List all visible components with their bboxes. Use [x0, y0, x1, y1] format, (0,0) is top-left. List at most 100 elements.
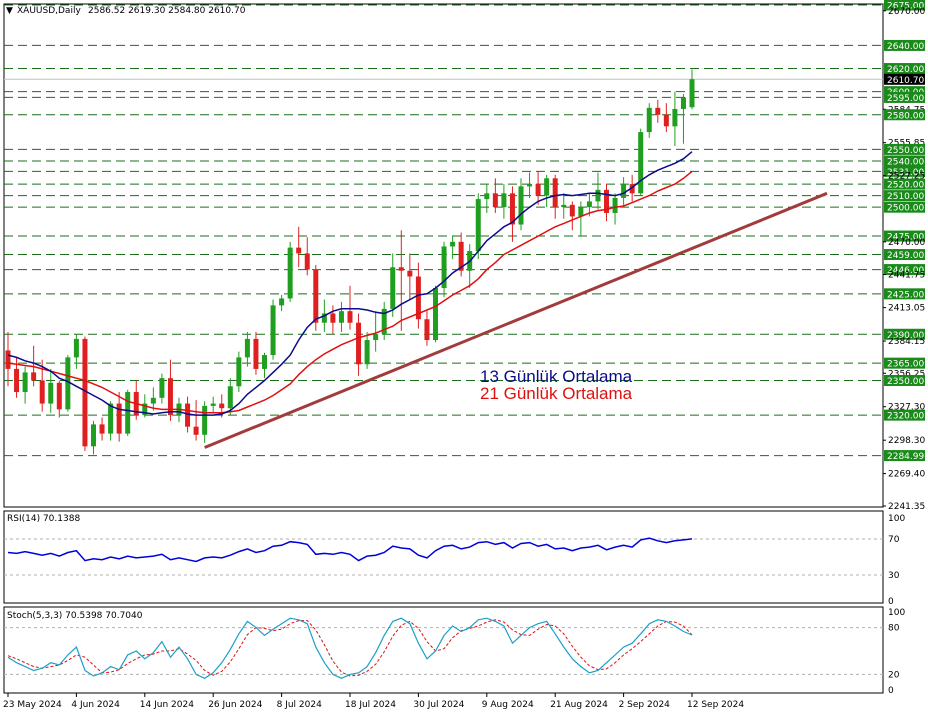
stoch-tick-label: 0: [888, 686, 894, 696]
candle: [612, 193, 618, 225]
candle: [56, 380, 62, 418]
candle: [458, 232, 464, 277]
candle-body: [356, 322, 362, 365]
candle: [441, 241, 447, 298]
level-price-box: [884, 0, 925, 11]
candle-body: [484, 193, 490, 200]
candle-body: [407, 270, 413, 277]
candle: [638, 128, 644, 196]
candle-body: [458, 241, 464, 271]
level-price-box: [884, 155, 925, 167]
candle: [484, 184, 490, 213]
candle-body: [552, 178, 558, 208]
candle-body: [287, 247, 293, 299]
stoch-main-line: [7, 617, 693, 679]
candle: [159, 373, 165, 404]
candle: [552, 174, 558, 219]
level-price-box: [884, 91, 925, 103]
candle-body: [313, 269, 319, 323]
trendline: [204, 191, 828, 449]
candle: [475, 193, 481, 260]
level-price-label: 2550.00: [887, 146, 924, 156]
candle-body: [415, 276, 421, 320]
x-tick-label: 4 Jun 2024: [71, 700, 120, 710]
candle-body: [296, 247, 302, 254]
x-tick-label: 8 Jul 2024: [277, 700, 322, 710]
candle: [578, 201, 584, 237]
candle: [108, 401, 114, 441]
ma21-line: [7, 170, 693, 414]
candle-body: [638, 132, 644, 194]
candle: [621, 177, 627, 208]
candle: [125, 389, 131, 436]
candle-body: [604, 189, 609, 213]
candle-body: [73, 338, 79, 358]
rsi-tick-label: 0: [888, 597, 894, 607]
candle: [527, 172, 533, 198]
candle: [65, 355, 71, 412]
candle-body: [569, 204, 575, 217]
candle-body: [689, 79, 695, 108]
candle-body: [219, 403, 225, 409]
candle-body: [433, 288, 438, 341]
level-price-label: 2390.00: [887, 331, 924, 341]
stoch-panel-frame: [3, 606, 884, 694]
level-price-label: 2640.00: [887, 42, 924, 52]
level-price-box: [884, 63, 925, 75]
candle: [672, 91, 678, 146]
stoch-tick-label: 20: [888, 670, 900, 680]
candle: [373, 311, 379, 352]
candle-body: [475, 199, 481, 252]
y-tick-label: 2327.30: [888, 403, 925, 413]
candle: [646, 103, 652, 138]
collapse-arrow-icon[interactable]: ▼: [6, 6, 13, 16]
candle-body: [612, 197, 618, 213]
candle-body: [680, 97, 686, 109]
y-tick-label: 2241.35: [888, 502, 925, 512]
x-tick-label: 30 Jul 2024: [413, 700, 464, 710]
level-price-box: [884, 374, 925, 386]
candle: [22, 366, 28, 404]
rsi-tick-label: 100: [888, 514, 905, 524]
candle: [501, 184, 507, 219]
candle: [262, 352, 267, 379]
level-price-label: 2365.00: [887, 360, 924, 370]
candle: [535, 171, 541, 205]
candle-body: [142, 403, 148, 416]
y-tick-label: 2527.25: [888, 172, 925, 182]
candle-body: [373, 334, 379, 341]
y-tick-label: 2269.40: [888, 470, 925, 480]
candle-body: [91, 424, 96, 447]
candle-body: [629, 184, 635, 194]
x-tick-label: 26 Jun 2024: [208, 700, 262, 710]
candle-body: [210, 403, 216, 406]
candle: [167, 359, 173, 421]
level-price-label: 2510.00: [887, 192, 924, 202]
x-tick-label: 2 Sep 2024: [619, 700, 671, 710]
candle-body: [450, 241, 456, 247]
level-price-box: [884, 143, 925, 155]
candle: [544, 174, 550, 208]
candle: [509, 186, 515, 242]
candle-body: [655, 107, 661, 115]
candle-body: [236, 357, 242, 387]
candle-body: [501, 193, 507, 208]
candle-body: [663, 114, 669, 127]
candle: [595, 172, 601, 210]
x-tick-label: 14 Jun 2024: [140, 700, 194, 710]
candle-body: [595, 189, 601, 202]
ma13-legend: 13 Günlük Ortalama: [480, 367, 633, 386]
candle-body: [14, 368, 20, 393]
candle: [227, 378, 233, 416]
ma21-legend: 21 Günlük Ortalama: [480, 384, 633, 403]
candle: [210, 396, 216, 413]
level-price-label: 2580.00: [887, 111, 924, 121]
level-price-box: [884, 249, 925, 261]
candle: [116, 392, 122, 442]
level-price-box: [884, 328, 925, 340]
level-price-label: 2459.00: [887, 251, 924, 261]
candle-body: [492, 193, 498, 208]
symbol-title: XAUUSD,Daily: [17, 6, 81, 16]
rsi-label: RSI(14) 70.1388: [7, 514, 80, 524]
